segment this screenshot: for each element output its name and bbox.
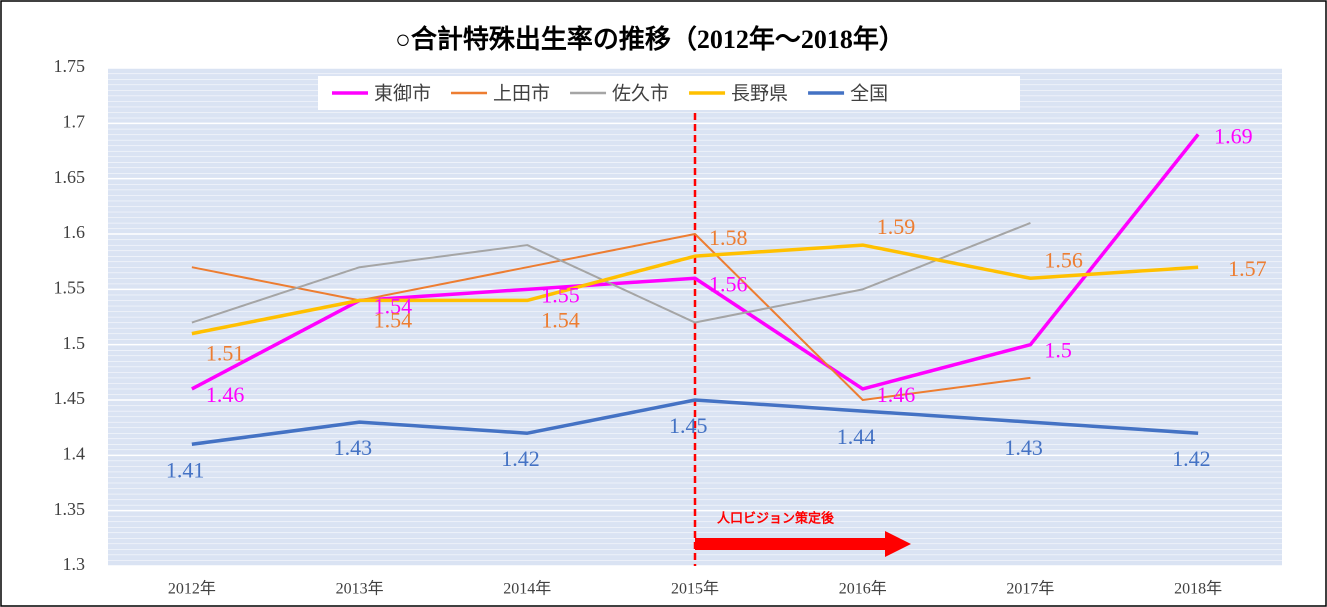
value-label: 1.43 [1004,435,1043,460]
x-tick-label: 2014年 [503,580,551,598]
series-line [191,233,1031,401]
y-tick-label: 1.7 [63,111,86,131]
value-label: 1.54 [541,307,580,332]
y-tick-label: 1.35 [54,499,86,519]
annotation: 人口ビジョン策定後 [717,511,835,527]
value-label: 1.58 [709,225,748,250]
y-tick-label: 1.5 [63,333,86,353]
x-tick-label: 2018年 [1174,580,1222,598]
chart-title: ○合計特殊出生率の推移（2012年～2018年） [395,24,905,54]
y-tick-label: 1.3 [63,554,86,574]
x-tick-label: 2013年 [336,580,384,598]
y-tick-label: 1.45 [54,388,86,408]
x-tick-label: 2012年 [168,580,216,598]
value-label: 1.59 [877,214,916,239]
series-line [191,243,1199,336]
value-label: 1.54 [374,293,413,318]
series-line [191,398,1199,447]
value-label: 1.46 [877,382,916,407]
x-tick-label: 2015年 [671,580,719,598]
legend-label: 上田市 [493,83,550,105]
value-label: 1.5 [1044,338,1072,363]
value-label: 1.51 [206,341,245,366]
value-label: 1.56 [1044,247,1083,272]
y-tick-label: 1.55 [54,277,86,297]
series-line [191,222,1031,324]
y-tick-label: 1.75 [54,56,86,76]
x-tick-label: 2016年 [839,580,887,598]
legend-label: 長野県 [731,83,788,105]
value-label: 1.56 [709,271,748,296]
value-label: 1.44 [837,424,876,449]
value-label: 1.42 [501,446,540,471]
value-label: 1.41 [166,457,205,482]
value-label: 1.42 [1172,446,1211,471]
value-label: 1.46 [206,382,245,407]
value-label: 1.43 [334,435,373,460]
value-label: 1.55 [541,282,580,307]
legend-label: 東御市 [374,83,431,105]
annotation-arrow [695,531,911,557]
y-tick-label: 1.6 [63,222,86,242]
legend-label: 佐久市 [612,83,669,105]
legend-label: 全国 [850,83,888,105]
y-tick-label: 1.4 [63,443,86,463]
value-label: 1.57 [1228,256,1267,281]
value-label: 1.45 [669,413,708,438]
value-label: 1.69 [1214,123,1253,148]
x-tick-label: 2017年 [1006,580,1054,598]
value-label: 1.54 [374,307,413,332]
y-tick-label: 1.65 [54,167,86,187]
legend-box [318,76,1020,110]
